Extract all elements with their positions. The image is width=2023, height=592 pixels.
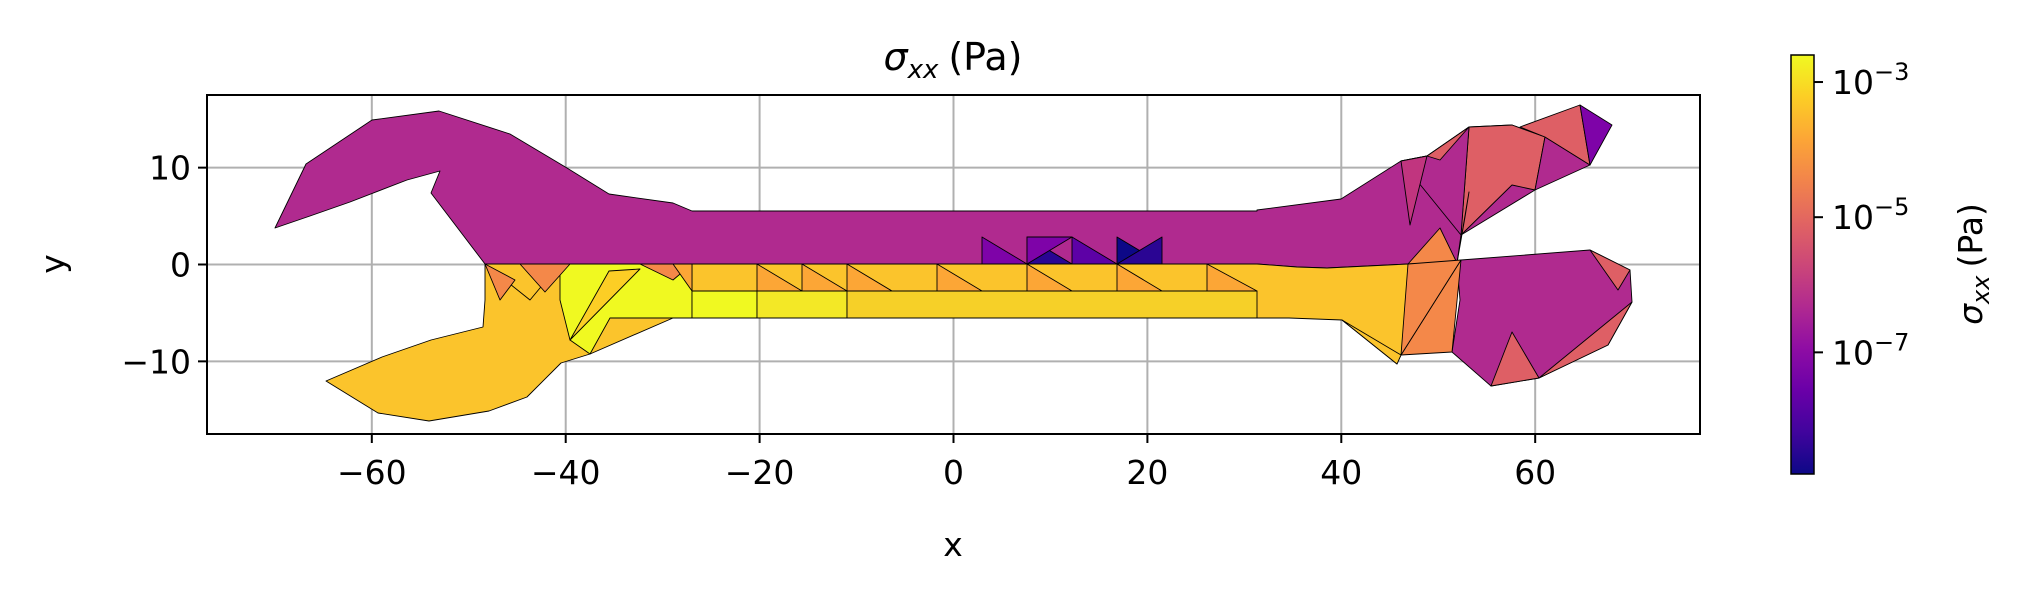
colorbar-label-unit: (Pa) (1951, 203, 1990, 267)
chart-title: σxx (Pa) (883, 35, 1022, 85)
stress-mesh (274, 104, 1633, 422)
colorbar-label: σxx (Pa) (1951, 203, 1995, 325)
mesh-triangle-min (1116, 236, 1163, 265)
mesh-triangle (1026, 263, 1073, 292)
x-tick-label: −20 (725, 453, 795, 492)
y-axis-ticks: 10 0 −10 (121, 149, 207, 381)
x-axis-label: x (943, 525, 963, 564)
mesh-triangle (1116, 263, 1163, 292)
x-tick-label: 40 (1320, 453, 1362, 492)
x-tick-label: 60 (1514, 453, 1556, 492)
x-tick-label: −60 (337, 453, 407, 492)
mesh-triangle-min (1071, 236, 1118, 265)
mesh-triangle (1456, 191, 1470, 264)
mesh-triangle (1589, 249, 1631, 291)
mesh-triangle (1538, 301, 1633, 379)
mesh-triangle (1400, 259, 1462, 356)
mesh-triangle (1026, 236, 1073, 265)
y-tick-label: 10 (149, 149, 191, 188)
colorbar-label-subscript: xx (1967, 275, 1995, 305)
mesh-region-centre (846, 290, 1258, 319)
mesh-triangle (519, 263, 571, 293)
mesh-triangle (936, 263, 983, 292)
mesh-triangle (1400, 155, 1428, 226)
colorbar-tick-label: 10−5 (1832, 193, 1909, 237)
mesh-triangle (1341, 319, 1402, 365)
colorbar-ticks: 10−3 10−5 10−7 (1814, 58, 1909, 372)
x-tick-label: 20 (1126, 453, 1168, 492)
mesh-region-centre (756, 290, 848, 319)
mesh-triangle (672, 263, 693, 292)
colorbar: 10−3 10−5 10−7 σxx (Pa) (1790, 54, 1995, 475)
colorbar-tick-label: 10−3 (1832, 58, 1909, 102)
mesh-triangle (484, 263, 516, 301)
mesh-triangle (1579, 104, 1613, 166)
mesh-triangle (756, 263, 803, 292)
colorbar-gradient (1790, 54, 1815, 475)
colorbar-tick-label: 10−7 (1832, 328, 1909, 372)
mesh-triangle (1206, 263, 1258, 292)
mesh-triangle (569, 268, 641, 341)
y-tick-label: 0 (170, 246, 191, 285)
mesh-triangle (1426, 126, 1470, 161)
mesh-triangle (801, 263, 848, 292)
x-axis-ticks: −60 −40 −20 0 20 40 60 (337, 434, 1556, 492)
x-tick-label: −40 (531, 453, 601, 492)
title-subscript: xx (907, 55, 939, 85)
mesh-region-upper (274, 110, 1546, 270)
mesh-triangle (1490, 331, 1540, 387)
colorbar-label-symbol: σ (1951, 303, 1990, 325)
mesh-triangle (846, 263, 893, 292)
title-symbol: σ (883, 35, 909, 79)
title-unit: (Pa) (948, 35, 1022, 79)
x-tick-label: 0 (943, 453, 964, 492)
mesh-triangle (981, 236, 1028, 265)
mesh-region-right-upper-jaw (1460, 124, 1546, 236)
y-tick-label: −10 (121, 342, 191, 381)
mesh-region-centre (691, 290, 758, 319)
y-axis-label: y (33, 254, 72, 274)
